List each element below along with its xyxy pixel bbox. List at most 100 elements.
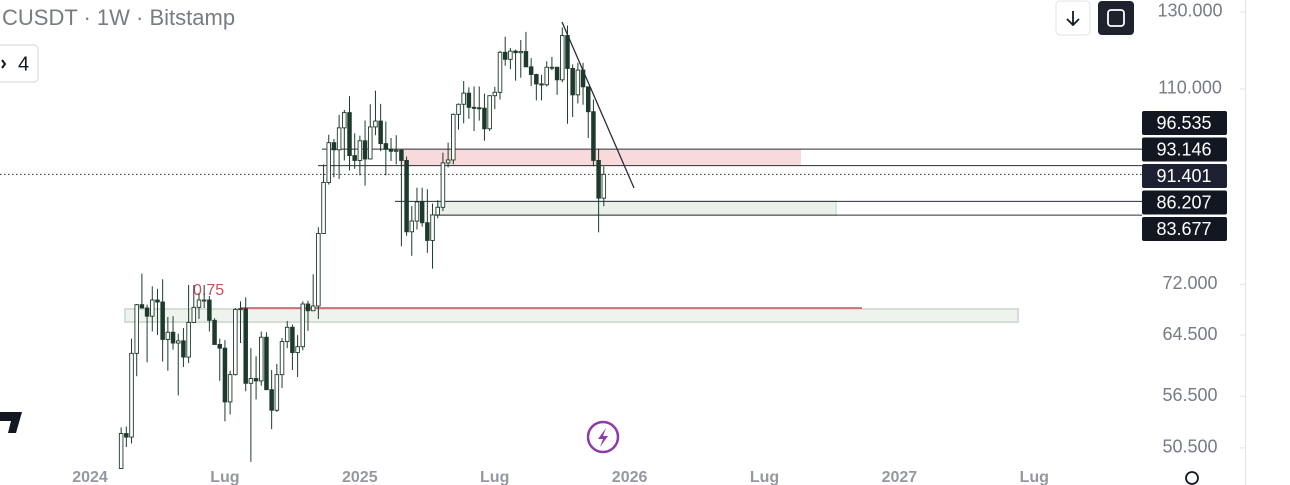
logo (0, 412, 22, 433)
trend-line (561, 21, 635, 189)
candle-body (305, 303, 311, 312)
candle-body (518, 51, 524, 54)
indicator-count: 4 (18, 53, 29, 75)
candle-body (373, 120, 378, 128)
candle-body (487, 95, 492, 130)
candle-body (316, 233, 321, 307)
fullscreen-icon (1107, 9, 1125, 27)
candle-body (181, 340, 186, 358)
candle-body (601, 173, 607, 199)
candle-body (466, 92, 472, 108)
y-tick-label: 64.500 (1162, 324, 1217, 344)
candle-body (502, 51, 508, 60)
y-tick-label: 72.000 (1162, 273, 1217, 293)
indicator-button[interactable] (0, 44, 39, 83)
x-tick-label: 2026 (612, 469, 648, 485)
candle-body (248, 378, 254, 384)
candle-body (201, 299, 207, 302)
x-tick-label: 2025 (342, 469, 378, 485)
price-tag-label: 86.207 (1156, 192, 1211, 212)
indicator-icon (1, 59, 7, 69)
candle-body (207, 299, 212, 321)
candle-body (585, 86, 591, 113)
chart-title: CUSDT · 1W · Bitstamp (2, 5, 235, 30)
candle-body (186, 321, 191, 358)
candle-body (575, 69, 581, 96)
scroll-icon (1066, 11, 1080, 27)
candle-body (404, 159, 409, 233)
candle-body (238, 308, 243, 311)
candle-body (461, 92, 466, 105)
candle-body (528, 66, 534, 75)
settings-icon[interactable] (1185, 471, 1199, 485)
candle-body (492, 91, 498, 97)
candle-body (368, 126, 373, 160)
candle-body (284, 326, 290, 343)
candle-body (274, 374, 280, 411)
x-tick-label: 2024 (72, 469, 108, 485)
candle-body (440, 162, 446, 208)
candle-body (243, 308, 248, 384)
y-tick-label: 50.500 (1162, 437, 1217, 457)
candle-body (477, 107, 482, 110)
price-tag-label: 96.535 (1156, 113, 1211, 133)
price-tag (1142, 137, 1227, 162)
x-tick-label: Lug (1020, 469, 1049, 485)
chart-background (0, 0, 1245, 485)
candle-body (565, 35, 570, 69)
candle-body (399, 149, 404, 161)
y-tick-label: 130.000 (1157, 1, 1222, 21)
candle-body (331, 142, 337, 151)
candle-body (259, 336, 264, 382)
candle-body (508, 50, 513, 60)
candle-body (175, 340, 181, 344)
candle-body (456, 103, 461, 115)
price-tag-label: 91.401 (1156, 166, 1211, 186)
candle-body (269, 389, 274, 411)
y-tick-label: 110.000 (1158, 78, 1222, 98)
candle-body (419, 201, 425, 224)
candle-body (570, 67, 575, 96)
candle-body (534, 74, 539, 85)
candle-body (118, 433, 124, 469)
candle-body (129, 352, 134, 438)
candle-body (326, 142, 331, 183)
candle-body (139, 304, 145, 309)
candle-body (134, 304, 139, 354)
candle-body (212, 319, 217, 345)
candle-body (362, 140, 368, 160)
candle-body (497, 51, 503, 93)
candle-body (170, 331, 176, 344)
candle-body (352, 155, 357, 161)
candle-body (378, 120, 383, 145)
candle-body (253, 378, 259, 382)
candle-body (321, 182, 326, 234)
x-tick-label: Lug (750, 469, 779, 485)
candle-body (310, 305, 316, 312)
candle-body (196, 299, 202, 308)
candle-body (596, 159, 601, 199)
candle-body (279, 341, 285, 376)
price-tag (1142, 217, 1227, 241)
candle-body (430, 214, 435, 241)
candle-body (347, 112, 352, 157)
candle-body (150, 299, 155, 317)
price-tag (1142, 164, 1227, 188)
candle-body (554, 66, 560, 81)
support-zone (124, 308, 1019, 323)
candle-body (414, 201, 420, 222)
candle-body (155, 299, 160, 303)
candle-body (144, 307, 150, 317)
price-tag (1142, 111, 1227, 135)
candle-body (388, 148, 394, 152)
candle-body (560, 35, 565, 81)
candle-body (227, 374, 233, 403)
candle-body (513, 50, 518, 54)
candle-body (124, 433, 129, 438)
fullscreen-button[interactable] (1098, 1, 1134, 35)
candle-body (544, 66, 549, 86)
candle-body (336, 127, 342, 151)
candle-body (409, 220, 415, 233)
candle-body (451, 113, 456, 161)
